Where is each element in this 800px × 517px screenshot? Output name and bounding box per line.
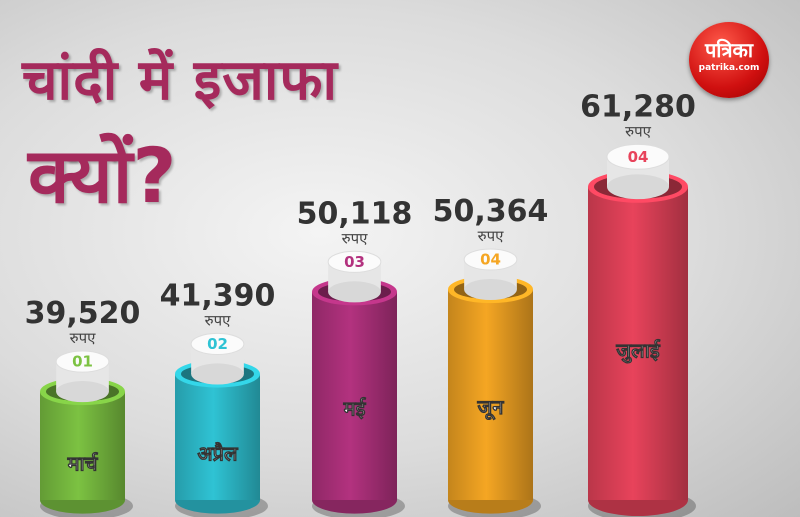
month-label: अप्रैल: [197, 442, 239, 466]
badge-number: 04: [628, 148, 649, 166]
title-line-1: चांदी में इजाफा: [22, 48, 339, 113]
unit-label: रुपए: [478, 227, 504, 245]
cylinder-body: [448, 289, 533, 500]
value-label: 50,364: [433, 194, 549, 229]
cap-bottom: [464, 278, 517, 301]
value-label: 61,280: [580, 89, 696, 124]
cylinder-body: [312, 291, 397, 500]
title-line-2: क्यों?: [28, 131, 177, 220]
cylinder-body: [175, 373, 260, 500]
logo-site: patrika.com: [698, 63, 760, 73]
cylinder-body: [40, 391, 125, 500]
cap-bottom: [56, 381, 109, 403]
value-label: 41,390: [160, 278, 276, 313]
cylinder-body: [588, 186, 688, 500]
cap-top: [327, 250, 382, 273]
month-label: मई: [343, 397, 367, 421]
unit-label: रुपए: [625, 122, 651, 140]
badge-number: 03: [344, 253, 365, 271]
cap-bottom: [328, 281, 381, 303]
badge-number: 02: [207, 335, 228, 353]
month-label: जुलाई: [615, 339, 661, 364]
cap-bottom: [191, 363, 244, 385]
cap-top: [463, 248, 518, 271]
month-label: जून: [477, 395, 505, 420]
cap-top: [606, 143, 670, 170]
month-label: मार्च: [67, 451, 99, 475]
badge-number: 04: [480, 251, 501, 269]
logo-name: पत्रिका: [704, 38, 754, 62]
cap-bottom: [607, 174, 669, 200]
value-label: 50,118: [297, 196, 413, 231]
unit-label: रुपए: [342, 229, 368, 247]
unit-label: रुपए: [70, 329, 96, 347]
patrika-logo: पत्रिका patrika.com: [689, 22, 769, 98]
badge-number: 01: [72, 353, 93, 371]
cap-top: [190, 332, 245, 356]
value-label: 39,520: [25, 296, 141, 331]
unit-label: रुपए: [205, 311, 231, 329]
cap-top: [55, 350, 110, 373]
